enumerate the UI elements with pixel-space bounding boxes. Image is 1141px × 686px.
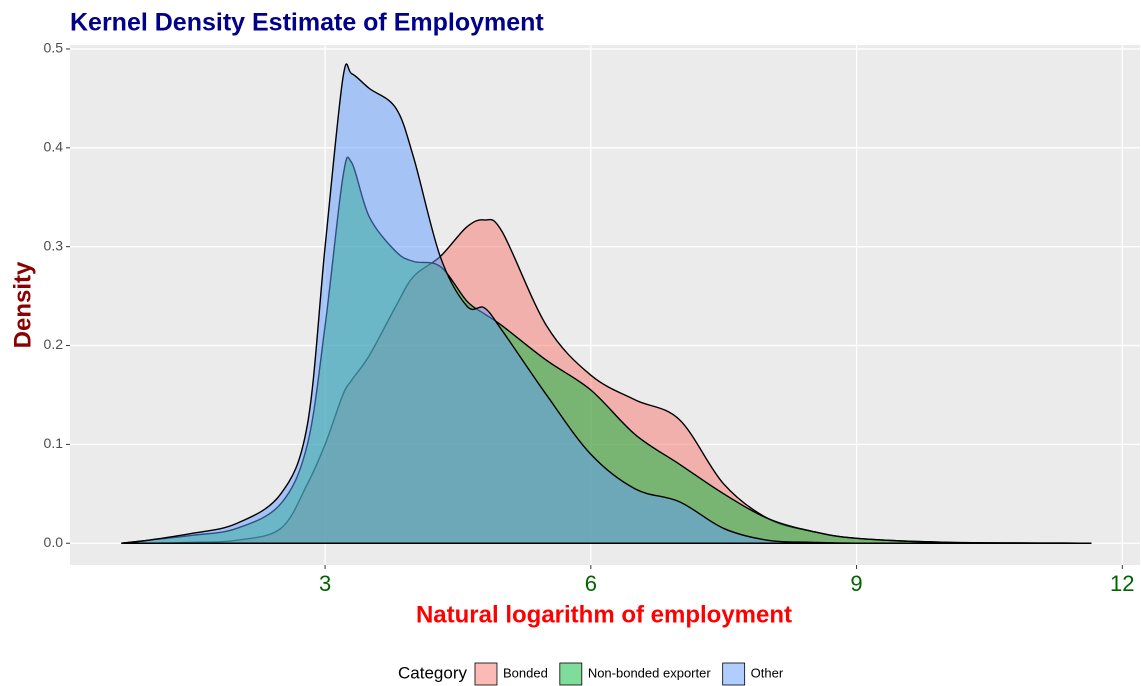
y-axis-label: Density [9,261,36,348]
x-tick-label: 12 [1110,571,1134,596]
y-tick-label: 0.4 [44,139,64,155]
x-tick-label: 3 [319,571,331,596]
chart-title: Kernel Density Estimate of Employment [70,9,544,37]
legend-key [559,662,583,686]
legend-title: Category [398,663,467,682]
x-tick-label: 6 [585,571,597,596]
x-axis-label: Natural logarithm of employment [416,601,792,628]
y-tick-label: 0.0 [44,534,64,550]
legend-label: Other [751,665,784,680]
x-tick-label: 9 [850,571,862,596]
legend-label: Bonded [503,665,548,680]
y-tick-label: 0.1 [44,435,64,451]
y-tick-label: 0.2 [44,336,64,352]
legend-label: Non-bonded exporter [588,665,712,680]
legend-key [722,662,746,686]
legend-key [474,662,498,686]
density-area [121,63,1092,545]
y-tick-label: 0.5 [44,40,64,56]
y-tick-label: 0.3 [44,237,64,253]
